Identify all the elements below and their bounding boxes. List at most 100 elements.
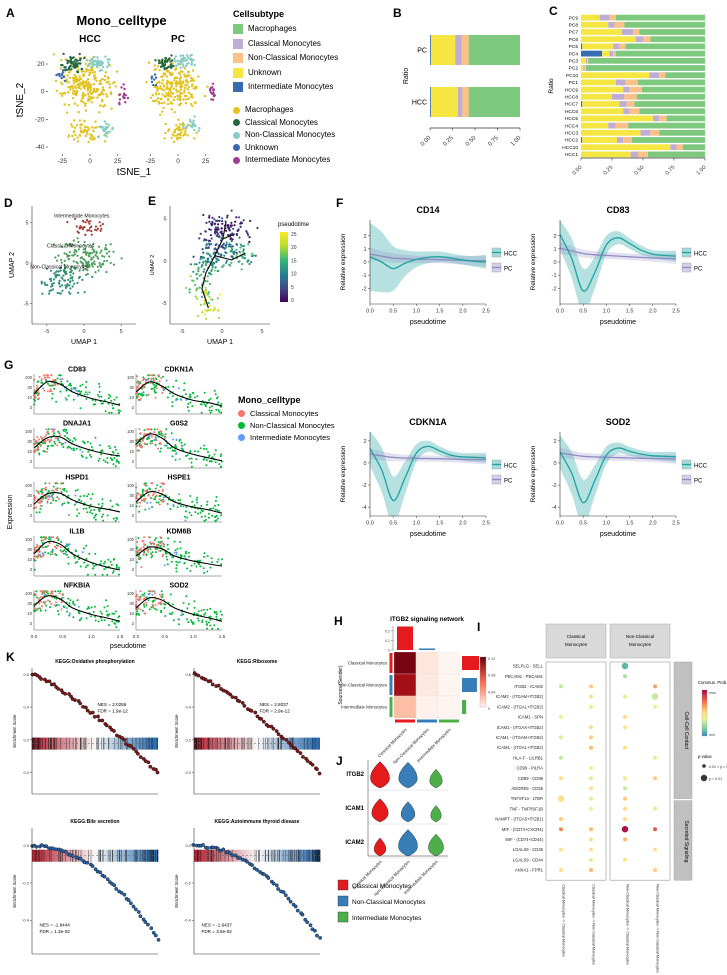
svg-text:HCC: HCC: [694, 464, 708, 470]
svg-text:0.00: 0.00: [572, 165, 584, 177]
svg-text:NES = -1.6437: NES = -1.6437: [202, 922, 233, 927]
svg-text:30: 30: [27, 439, 32, 444]
svg-text:-5: -5: [162, 301, 167, 307]
svg-text:0.25: 0.25: [603, 165, 615, 177]
svg-text:LGALS9 - CD44: LGALS9 - CD44: [513, 857, 544, 862]
svg-text:-1: -1: [552, 273, 557, 279]
svg-text:0: 0: [363, 461, 366, 467]
gsea-oxidative-phosphorylation: KEGG:Oxidative phosphorylation Enrichment…: [12, 659, 160, 795]
svg-text:25: 25: [202, 158, 210, 165]
svg-text:HCC: HCC: [79, 34, 101, 45]
svg-text:1: 1: [363, 247, 366, 253]
svg-text:2.0: 2.0: [649, 309, 657, 315]
svg-text:5: 5: [291, 285, 294, 291]
svg-text:KDM6B: KDM6B: [167, 529, 192, 536]
svg-text:-25: -25: [58, 158, 68, 165]
svg-text:Classical Monocytes -> Non-Cla: Classical Monocytes -> Non-Classical Mon…: [592, 884, 596, 965]
svg-text:-0.2: -0.2: [184, 880, 192, 885]
svg-text:-25: -25: [146, 158, 156, 165]
svg-text:PC: PC: [694, 267, 703, 273]
svg-text:Ratio: Ratio: [403, 68, 410, 84]
panel-label-g: G: [4, 358, 14, 372]
svg-text:0.5: 0.5: [59, 634, 66, 640]
svg-text:25: 25: [291, 232, 297, 238]
svg-text:3: 3: [132, 513, 135, 518]
svg-text:0.50: 0.50: [465, 135, 478, 148]
svg-text:pseudotime: pseudotime: [410, 531, 446, 538]
svg-text:100: 100: [127, 429, 135, 434]
panel-label-f: F: [336, 196, 344, 210]
svg-text:1.0: 1.0: [190, 634, 197, 640]
svg-text:0.0: 0.0: [366, 309, 374, 315]
svg-text:MIF - (CD74+CXCR4): MIF - (CD74+CXCR4): [502, 827, 544, 832]
svg-text:HCC1: HCC1: [565, 152, 578, 158]
gsea-ribosome: KEGG:Ribosome Enrichment Score 0.0 0.2 0.4 0.…: [174, 659, 322, 795]
svg-text:100: 100: [25, 483, 33, 488]
svg-text:HCC: HCC: [504, 464, 518, 470]
svg-text:ITGB2 - ICAM2: ITGB2 - ICAM2: [514, 684, 543, 689]
svg-text:ITGB2 signaling network: ITGB2 signaling network: [390, 616, 464, 623]
panel-label-i: I: [477, 620, 481, 634]
svg-text:0: 0: [176, 158, 180, 165]
svg-text:1.0: 1.0: [603, 521, 611, 527]
svg-text:100: 100: [127, 591, 135, 596]
svg-text:2: 2: [363, 439, 366, 445]
svg-text:Ratio: Ratio: [548, 78, 555, 94]
svg-text:HCC3: HCC3: [565, 130, 578, 136]
svg-text:0.6: 0.6: [185, 672, 191, 677]
svg-text:0.0: 0.0: [133, 634, 140, 640]
svg-text:TNF - TNFRSF1B: TNF - TNFRSF1B: [510, 806, 544, 811]
tsne-plot: HCC -25 0 25 PC -25 0 25 -40 -20 0 20 tSNE_1 tSNE_2: [15, 34, 216, 178]
svg-text:25: 25: [114, 158, 122, 165]
svg-text:10: 10: [27, 611, 32, 616]
tsne-title: Mono_celltype: [76, 13, 167, 28]
svg-text:Non-Classical Monocytes -> Non: Non-Classical Monocytes -> Non-Classical…: [656, 884, 660, 973]
svg-text:HCC5: HCC5: [565, 116, 578, 122]
svg-text:DNAJA1: DNAJA1: [63, 421, 91, 428]
svg-text:0.0: 0.0: [556, 521, 564, 527]
svg-text:10: 10: [27, 503, 32, 508]
svg-text:3: 3: [132, 621, 135, 626]
svg-text:0.2: 0.2: [23, 737, 29, 742]
svg-text:0.4: 0.4: [185, 705, 191, 710]
svg-text:Relative expression: Relative expression: [530, 233, 537, 290]
svg-text:Intermediate Monocytes: Intermediate Monocytes: [352, 915, 422, 922]
svg-text:0.0: 0.0: [23, 770, 29, 775]
svg-text:pseudotime: pseudotime: [600, 531, 636, 538]
svg-text:0.50: 0.50: [634, 165, 646, 177]
svg-text:20: 20: [37, 61, 45, 68]
svg-text:-0.4: -0.4: [184, 918, 192, 923]
svg-text:PECAM1 - PECAM1: PECAM1 - PECAM1: [505, 674, 544, 679]
svg-text:ICAM2 - (ITGAM+ITGB2): ICAM2 - (ITGAM+ITGB2): [496, 694, 544, 699]
svg-text:0.01 < p < 0.05: 0.01 < p < 0.05: [709, 765, 727, 769]
svg-text:2.5: 2.5: [482, 521, 490, 527]
svg-text:max: max: [709, 691, 716, 695]
svg-text:-2: -2: [362, 286, 367, 292]
svg-text:10: 10: [27, 395, 32, 400]
svg-text:5: 5: [120, 329, 123, 335]
svg-text:IL1B: IL1B: [69, 529, 84, 536]
svg-text:Commun. Prob.: Commun. Prob.: [698, 680, 727, 685]
svg-text:3: 3: [30, 459, 33, 464]
svg-text:PC8: PC8: [569, 22, 579, 28]
svg-text:tSNE_1: tSNE_1: [117, 167, 152, 178]
svg-text:TNFSF14 - LTBR: TNFSF14 - LTBR: [511, 796, 543, 801]
svg-text:2.5: 2.5: [482, 309, 490, 315]
svg-text:pseudotime: pseudotime: [110, 643, 146, 650]
svg-text:-0.2: -0.2: [22, 880, 30, 885]
svg-text:Enrichment Score: Enrichment Score: [174, 874, 179, 908]
svg-text:0.0: 0.0: [185, 843, 191, 848]
svg-text:1.5: 1.5: [117, 634, 124, 640]
svg-text:1.0: 1.0: [603, 309, 611, 315]
svg-text:HCC9: HCC9: [565, 87, 578, 93]
svg-text:0.5: 0.5: [389, 521, 397, 527]
svg-text:0.0: 0.0: [185, 770, 191, 775]
svg-text:1.0: 1.0: [413, 309, 421, 315]
expression-curve-cd83: CD83 0.0 0.5 1.0 1.5 2.0 2.5 -2 -1 0 1 2 pseudotime R…: [530, 205, 708, 326]
svg-text:-2: -2: [552, 286, 557, 292]
svg-text:UMAP 1: UMAP 1: [207, 339, 233, 346]
svg-text:PC: PC: [171, 34, 185, 45]
svg-text:0.75: 0.75: [665, 165, 677, 177]
svg-text:Classical Monocytes -> Classic: Classical Monocytes -> Classical Monocyt…: [562, 884, 566, 957]
